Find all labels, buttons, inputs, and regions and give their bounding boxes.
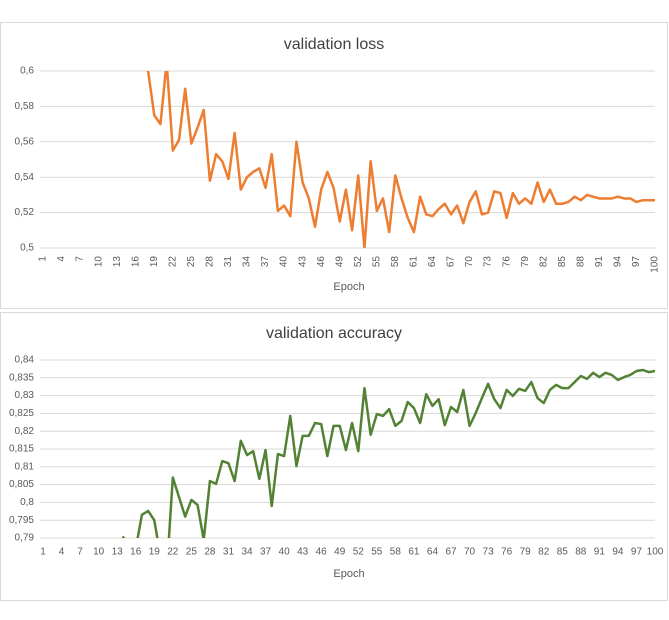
x-tick-label: 85	[557, 256, 568, 268]
y-tick-label: 0,8	[20, 497, 34, 508]
x-tick-label: 64	[427, 547, 439, 558]
x-tick-label: 88	[575, 256, 586, 268]
x-tick-label: 28	[204, 547, 216, 558]
x-axis-title: Epoch	[333, 281, 364, 293]
x-tick-label: 10	[93, 256, 104, 268]
x-tick-label: 97	[631, 547, 643, 558]
x-tick-label: 43	[297, 256, 308, 268]
x-axis-title: Epoch	[333, 568, 364, 580]
x-tick-label: 58	[390, 256, 401, 268]
x-tick-label: 4	[56, 256, 67, 262]
x-tick-label: 79	[520, 547, 532, 558]
line-series	[121, 368, 656, 538]
y-tick-label: 0,83	[15, 390, 35, 401]
x-tick-label: 64	[427, 256, 438, 268]
x-tick-label: 70	[464, 547, 476, 558]
x-tick-label: 61	[408, 547, 420, 558]
y-tick-label: 0,54	[15, 172, 35, 183]
x-tick-label: 70	[464, 256, 475, 268]
x-tick-label: 100	[650, 256, 661, 273]
x-tick-label: 19	[149, 256, 160, 268]
x-tick-label: 67	[445, 547, 457, 558]
x-tick-label: 52	[353, 547, 365, 558]
y-tick-label: 0,835	[9, 372, 34, 383]
x-tick-label: 13	[112, 547, 124, 558]
x-tick-label: 31	[223, 547, 235, 558]
y-tick-label: 0,825	[9, 408, 34, 419]
y-tick-label: 0,82	[15, 426, 35, 437]
y-tick-label: 0,56	[15, 136, 35, 147]
x-tick-label: 10	[93, 547, 105, 558]
x-tick-label: 13	[112, 256, 123, 268]
x-tick-label: 97	[631, 256, 642, 268]
y-tick-label: 0,805	[9, 479, 34, 490]
x-tick-label: 40	[279, 256, 290, 268]
x-tick-label: 22	[167, 256, 178, 268]
x-tick-label: 25	[186, 256, 197, 268]
line-series	[146, 71, 655, 248]
x-tick-label: 46	[316, 547, 328, 558]
y-tick-label: 0,84	[15, 355, 35, 366]
chart-frame	[0, 22, 668, 309]
y-tick-label: 0,795	[9, 515, 34, 526]
x-tick-label: 49	[334, 256, 345, 268]
x-tick-label: 40	[279, 547, 291, 558]
x-tick-label: 55	[371, 256, 382, 268]
x-tick-label: 52	[353, 256, 364, 268]
x-tick-label: 100	[647, 547, 664, 558]
y-tick-label: 0,815	[9, 444, 34, 455]
x-tick-label: 31	[223, 256, 234, 268]
x-tick-label: 55	[371, 547, 383, 558]
x-tick-label: 76	[501, 256, 512, 268]
y-tick-label: 0,58	[15, 101, 35, 112]
x-tick-label: 91	[594, 547, 606, 558]
x-tick-label: 82	[538, 256, 549, 268]
x-tick-label: 82	[538, 547, 550, 558]
x-tick-label: 73	[483, 256, 494, 268]
x-tick-label: 25	[186, 547, 198, 558]
x-tick-label: 94	[613, 256, 624, 268]
chart-title: validation accuracy	[266, 325, 402, 342]
x-tick-label: 16	[130, 547, 142, 558]
x-tick-label: 22	[167, 547, 179, 558]
x-tick-label: 79	[520, 256, 531, 268]
x-tick-label: 76	[501, 547, 513, 558]
x-tick-label: 58	[390, 547, 402, 558]
x-tick-label: 91	[594, 256, 605, 268]
x-tick-label: 73	[483, 547, 495, 558]
x-tick-label: 7	[77, 547, 83, 558]
x-tick-label: 85	[557, 547, 569, 558]
y-tick-label: 0,5	[20, 243, 34, 254]
x-tick-label: 34	[242, 256, 253, 268]
x-tick-label: 43	[297, 547, 309, 558]
x-tick-label: 34	[241, 547, 253, 558]
x-tick-label: 61	[409, 256, 420, 268]
x-tick-label: 37	[260, 256, 271, 268]
x-tick-label: 1	[40, 547, 46, 558]
x-tick-label: 1	[38, 256, 49, 262]
x-tick-label: 46	[316, 256, 327, 268]
x-tick-label: 19	[149, 547, 161, 558]
x-tick-label: 28	[205, 256, 216, 268]
y-tick-label: 0,52	[15, 207, 35, 218]
x-tick-label: 94	[612, 547, 624, 558]
x-tick-label: 7	[75, 256, 86, 262]
x-tick-label: 16	[130, 256, 141, 268]
y-tick-label: 0,6	[20, 66, 34, 77]
x-tick-label: 37	[260, 547, 272, 558]
x-tick-label: 67	[446, 256, 457, 268]
x-tick-label: 4	[59, 547, 65, 558]
x-tick-label: 88	[575, 547, 587, 558]
y-tick-label: 0,79	[15, 533, 35, 544]
x-tick-label: 49	[334, 547, 346, 558]
chart-title: validation loss	[284, 36, 385, 53]
y-tick-label: 0,81	[15, 461, 35, 472]
